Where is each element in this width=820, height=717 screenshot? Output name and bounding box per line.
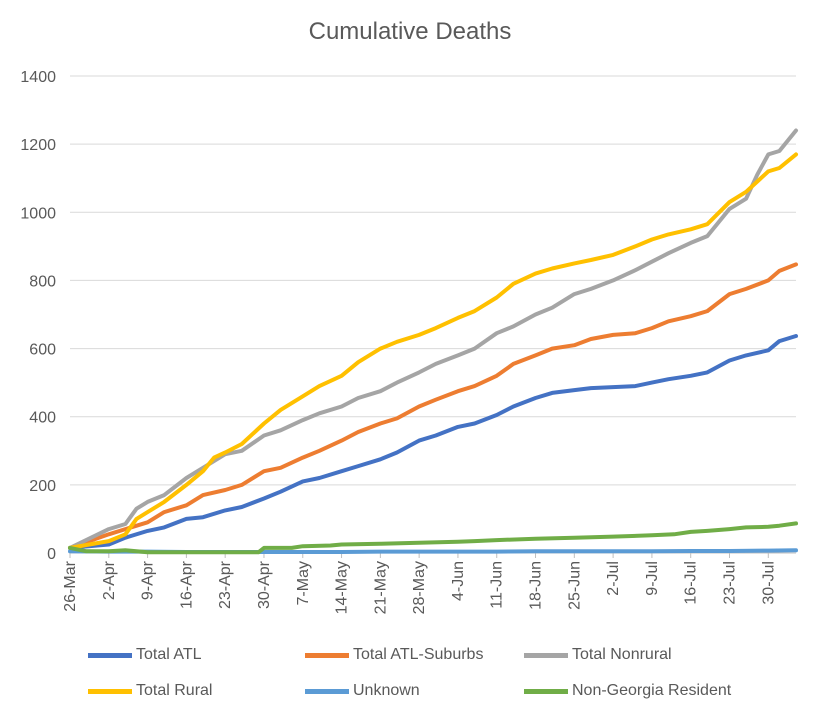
legend-label: Total Nonrural: [572, 646, 672, 663]
x-axis: 26-Mar 2-Apr 9-Apr 16-Apr 23-Apr 30-Apr 7-May 1…: [62, 553, 777, 614]
x-tick-label: 2-Apr: [101, 560, 118, 600]
legend-swatch: [305, 652, 349, 658]
y-axis: 0 200 400 600 800 1000 1200 1400: [20, 69, 56, 563]
series-line-total-atl-suburbs: [68, 262, 798, 550]
x-tick-label: 21-May: [372, 561, 389, 614]
legend-item: Total ATL: [88, 646, 202, 664]
series-lines: [68, 128, 798, 555]
x-tick-label: 16-Jul: [683, 561, 700, 605]
legend-swatch: [88, 688, 132, 694]
chart-title: Cumulative Deaths: [308, 18, 512, 45]
x-tick-label: 23-Jul: [721, 561, 738, 605]
x-tick-label: 14-May: [334, 561, 351, 614]
legend-item: Non-Georgia Resident: [524, 682, 731, 700]
legend-label: Total ATL-Suburbs: [353, 646, 484, 663]
x-tick-label: 23-Apr: [217, 560, 234, 609]
y-tick-label: 200: [29, 478, 56, 495]
y-tick-label: 600: [29, 342, 56, 359]
x-tick-label: 11-Jun: [489, 561, 506, 609]
x-tick-label: 4-Jun: [450, 561, 467, 601]
series-line-total-atl: [68, 334, 798, 550]
legend-item: Unknown: [305, 682, 420, 700]
x-tick-label: 9-Apr: [140, 560, 157, 600]
legend-item: Total Nonrural: [524, 646, 672, 664]
legend-item: Total ATL-Suburbs: [305, 646, 483, 664]
x-tick-label: 28-May: [411, 561, 428, 614]
legend-label: Total Rural: [136, 682, 213, 699]
y-tick-label: 0: [47, 546, 56, 563]
series-line-total-rural: [68, 152, 798, 550]
x-tick-label: 18-Jun: [528, 561, 545, 610]
chart-plot: 0 200 400 600 800 1000 1200 1400 26-Mar 2-Apr 9-A…: [20, 69, 798, 614]
x-tick-label: 2-Jul: [605, 561, 622, 596]
legend-swatch: [524, 688, 568, 694]
y-tick-label: 400: [29, 410, 56, 427]
legend-label: Total ATL: [136, 646, 202, 663]
x-tick-label: 16-Apr: [178, 560, 195, 609]
legend: Total ATL Total ATL-Suburbs Total Nonrural…: [0, 640, 820, 710]
y-tick-label: 1400: [20, 69, 56, 86]
x-tick-label: 26-Mar: [62, 560, 79, 611]
series-line-total-nonrural: [68, 128, 798, 550]
legend-label: Non-Georgia Resident: [572, 682, 732, 699]
x-tick-label: 30-Jul: [760, 561, 777, 605]
y-tick-label: 800: [29, 273, 56, 290]
x-tick-label: 9-Jul: [644, 561, 661, 596]
legend-swatch: [305, 688, 349, 694]
y-tick-label: 1200: [20, 137, 56, 154]
x-tick-label: 25-Jun: [566, 561, 583, 610]
legend-swatch: [88, 652, 132, 658]
x-tick-label: 7-May: [295, 561, 312, 605]
series-line-non-georgia-resident: [68, 521, 798, 555]
legend-item: Total Rural: [88, 682, 212, 700]
legend-label: Unknown: [353, 682, 420, 699]
legend-swatch: [524, 652, 568, 658]
y-tick-label: 1000: [20, 205, 56, 222]
x-tick-label: 30-Apr: [256, 560, 273, 609]
